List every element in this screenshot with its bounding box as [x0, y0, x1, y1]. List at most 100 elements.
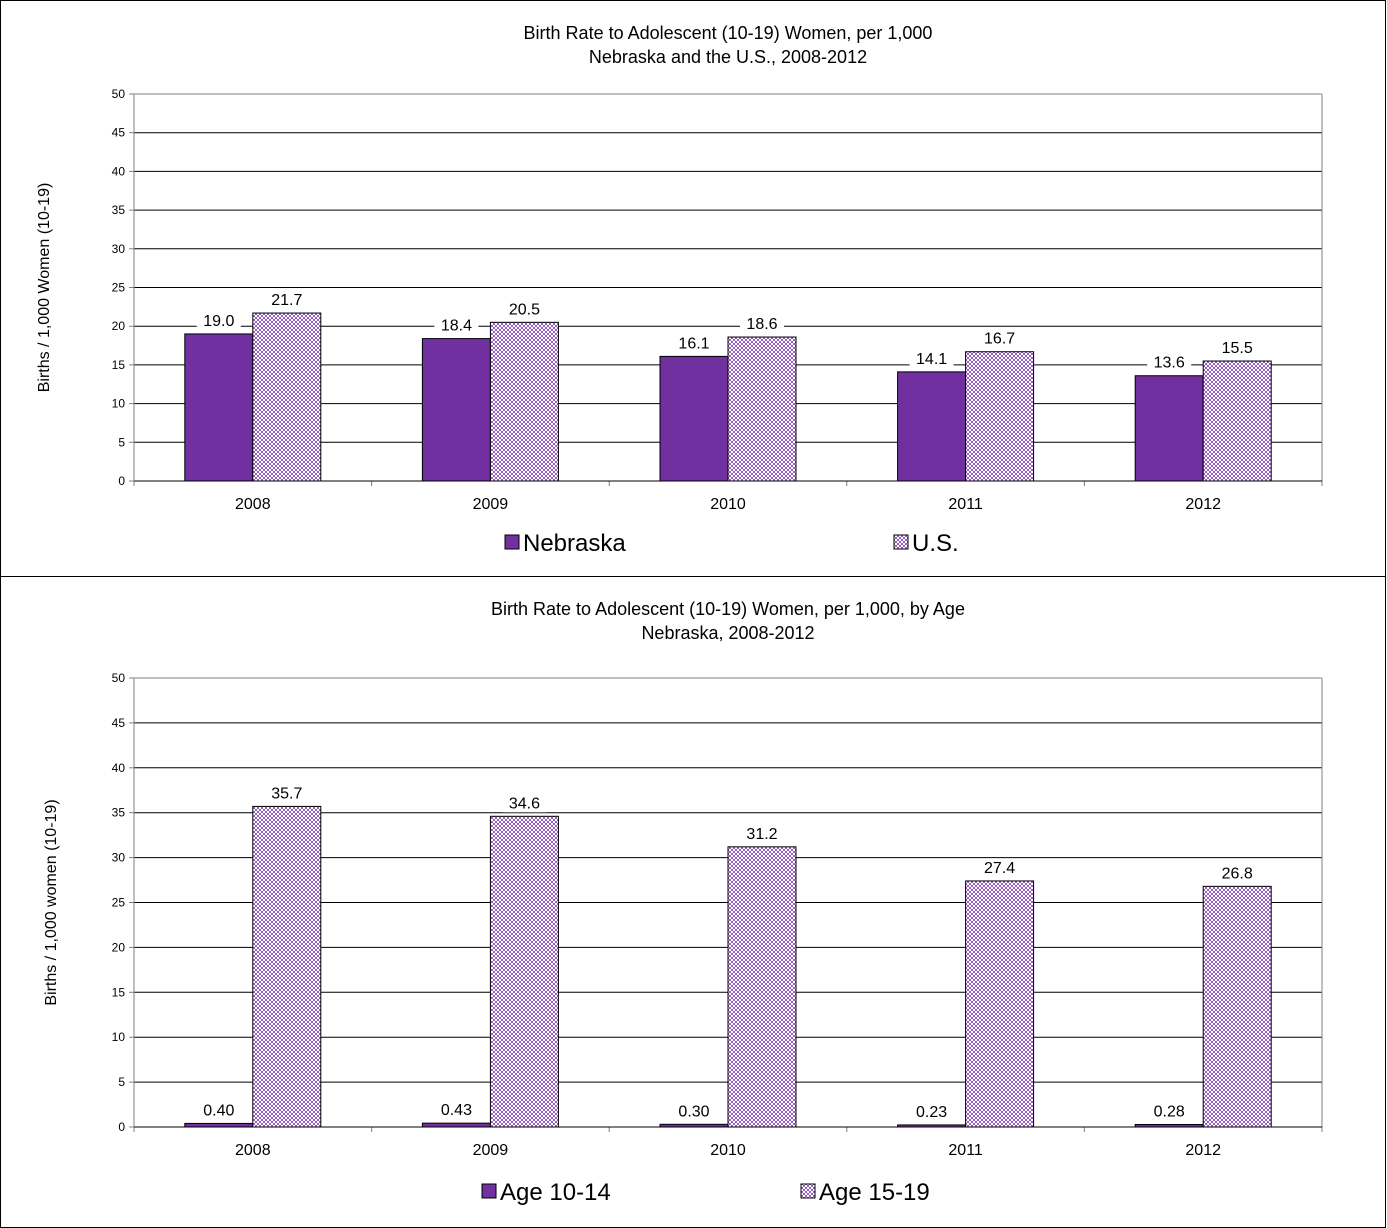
legend-label: Age 15-19	[819, 1179, 930, 1206]
data-label-bg	[1215, 864, 1260, 883]
y-tick-label: 0	[118, 474, 125, 488]
data-label-bg	[1147, 1102, 1192, 1121]
data-label: 0.30	[678, 1103, 709, 1120]
x-tick-label: 2009	[473, 1142, 509, 1159]
data-label-bg	[196, 1101, 241, 1120]
data-label-bg	[1147, 353, 1192, 372]
data-label: 18.6	[746, 316, 777, 333]
y-tick-label: 45	[112, 716, 126, 730]
bar-age-15-19-2008	[252, 805, 322, 1128]
legend-swatch	[800, 1183, 816, 1199]
chart-panel-nebraska-vs-us: Birth Rate to Adolescent (10-19) Women, …	[0, 0, 1386, 577]
data-label-bg	[977, 858, 1022, 877]
legend-label: U.S.	[912, 530, 959, 557]
y-tick-label: 50	[112, 87, 126, 101]
bar-age-15-19-2010	[727, 846, 797, 1128]
bar-u-s--2012	[1202, 360, 1272, 482]
bar-nebraska-2011	[897, 371, 967, 482]
chart-panel-by-age: Birth Rate to Adolescent (10-19) Women, …	[0, 576, 1386, 1228]
y-tick-label: 5	[118, 435, 125, 449]
y-tick-label: 30	[112, 242, 126, 256]
x-tick-label: 2011	[948, 1142, 983, 1159]
legend-swatch	[481, 1183, 497, 1199]
x-tick-label: 2008	[235, 496, 271, 513]
data-label: 16.7	[984, 331, 1015, 348]
data-label: 34.6	[509, 795, 540, 812]
data-label: 14.1	[916, 351, 947, 368]
y-tick-label: 35	[112, 203, 126, 217]
legend-label: Age 10-14	[500, 1179, 611, 1206]
y-tick-label: 10	[112, 397, 126, 411]
y-tick-label: 40	[112, 761, 126, 775]
bar-age-15-19-2011	[965, 880, 1035, 1128]
data-label-bg	[909, 1102, 954, 1121]
y-tick-label: 50	[112, 671, 126, 685]
data-label: 0.43	[441, 1102, 472, 1119]
bar-u-s--2008	[252, 312, 322, 482]
data-label: 19.0	[203, 313, 234, 330]
x-tick-label: 2012	[1185, 496, 1221, 513]
data-label-bg	[740, 824, 784, 843]
x-tick-label: 2008	[235, 1142, 271, 1159]
data-label-bg	[264, 784, 309, 803]
y-tick-label: 0	[118, 1120, 125, 1134]
data-label: 20.5	[509, 301, 540, 318]
bar-u-s--2011	[965, 351, 1035, 482]
bar-nebraska-2008	[184, 333, 254, 482]
y-tick-label: 30	[112, 851, 126, 865]
y-axis-label: Births / 1,000 Women (10-19)	[36, 183, 53, 393]
data-label-bg	[672, 334, 716, 353]
chart-nebraska-vs-us: Birth Rate to Adolescent (10-19) Women, …	[36, 23, 1323, 557]
data-label: 15.5	[1222, 340, 1253, 357]
data-label-bg	[502, 300, 547, 319]
data-label-bg	[264, 291, 309, 310]
y-tick-label: 10	[112, 1030, 126, 1044]
data-label: 16.1	[678, 335, 709, 352]
data-label-bg	[502, 794, 547, 813]
data-label: 0.23	[916, 1104, 947, 1121]
bar-u-s--2010	[727, 336, 797, 482]
data-label-bg	[977, 329, 1022, 348]
data-label-bg	[740, 315, 784, 334]
data-label-bg	[672, 1102, 716, 1121]
bar-nebraska-2010	[659, 355, 729, 482]
bar-age-10-14-2008	[184, 1122, 254, 1128]
bar-age-15-19-2009	[489, 815, 559, 1128]
data-label-bg	[434, 1101, 479, 1120]
data-label: 13.6	[1154, 355, 1185, 372]
data-label: 35.7	[271, 785, 302, 802]
chart-subtitle: Nebraska and the U.S., 2008-2012	[589, 47, 867, 67]
data-label-bg	[196, 311, 241, 330]
y-tick-label: 15	[112, 358, 126, 372]
data-label-bg	[1215, 339, 1260, 358]
bar-nebraska-2009	[421, 338, 491, 482]
x-tick-label: 2009	[473, 496, 509, 513]
data-label: 18.4	[441, 318, 472, 335]
data-label: 31.2	[746, 826, 777, 843]
data-label: 27.4	[984, 860, 1015, 877]
legend-swatch	[504, 534, 520, 550]
bar-age-10-14-2009	[421, 1122, 491, 1128]
chart-by-age: Birth Rate to Adolescent (10-19) Women, …	[43, 599, 1323, 1206]
y-tick-label: 25	[112, 896, 126, 910]
y-tick-label: 15	[112, 985, 126, 999]
data-label-bg	[434, 316, 479, 335]
legend-label: Nebraska	[523, 530, 626, 557]
chart-title: Birth Rate to Adolescent (10-19) Women, …	[524, 23, 933, 43]
data-label: 26.8	[1222, 865, 1253, 882]
x-tick-label: 2010	[710, 496, 746, 513]
y-tick-label: 35	[112, 806, 126, 820]
y-tick-label: 20	[112, 940, 126, 954]
data-label: 0.28	[1154, 1103, 1185, 1120]
x-tick-label: 2012	[1185, 1142, 1221, 1159]
chart-title: Birth Rate to Adolescent (10-19) Women, …	[491, 599, 965, 619]
y-tick-label: 20	[112, 319, 126, 333]
y-tick-label: 25	[112, 281, 126, 295]
data-label: 21.7	[271, 292, 302, 309]
x-tick-label: 2011	[948, 496, 983, 513]
bar-age-15-19-2012	[1202, 885, 1272, 1128]
data-label: 0.40	[203, 1102, 234, 1119]
chart-subtitle: Nebraska, 2008-2012	[641, 623, 814, 643]
y-tick-label: 40	[112, 164, 126, 178]
